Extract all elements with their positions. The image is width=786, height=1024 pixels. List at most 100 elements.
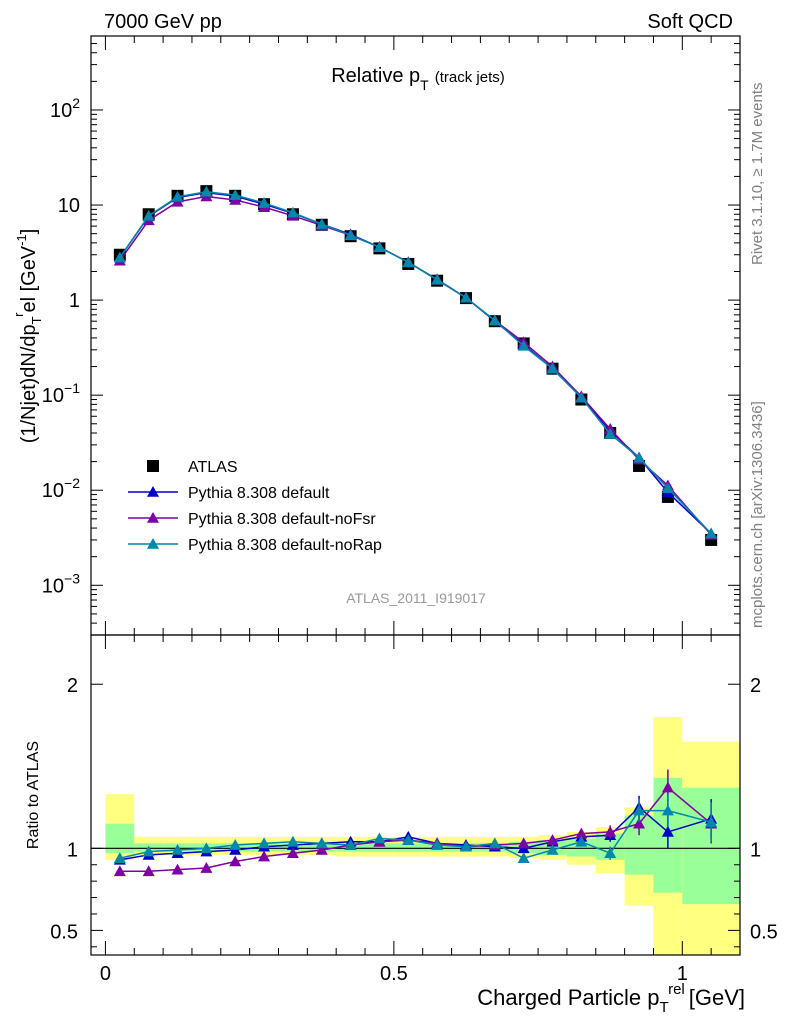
noRap-ratio-point <box>488 837 501 849</box>
main-y-tick-label: 1 <box>69 290 80 312</box>
main-y-ticks: 10−3 10−2 10−1 1 10 102 <box>42 35 740 636</box>
legend-label-atlas: ATLAS <box>188 459 238 476</box>
noRap-ratio-point <box>229 839 242 850</box>
noRap-point <box>142 209 155 221</box>
noFsr-ratio-point <box>575 827 588 839</box>
noFsr-ratio-point <box>142 865 155 877</box>
noRap-point <box>431 273 444 285</box>
ratio-y-tick-label-right: 2 <box>750 675 761 697</box>
legend-marker-default <box>147 486 159 497</box>
noFsr-ratio-point <box>171 863 184 875</box>
noRap-point <box>258 197 271 208</box>
noRap-ratio-point <box>315 837 328 849</box>
main-title-subscript: T <box>420 77 429 93</box>
noRap-ratio-point <box>546 843 559 855</box>
noRap-ratio-point <box>431 839 444 850</box>
noFsr-ratio-point <box>200 862 213 873</box>
noRap-point <box>488 314 501 326</box>
x-axis-label-sub: T <box>659 999 668 1016</box>
noRap-point <box>459 291 472 303</box>
noFsr-ratio-point <box>661 781 674 793</box>
noFsr-ratio-point <box>258 850 271 862</box>
noRap-point <box>344 229 357 241</box>
legend-label-noRap: Pythia 8.308 default-noRap <box>188 537 382 554</box>
legend-marker-noRap <box>147 538 159 549</box>
main-y-tick-label: 10 <box>58 195 80 217</box>
ratio-frame <box>90 634 741 956</box>
ratio-y-tick-label: 0.5 <box>50 921 78 943</box>
x-axis-label-sup: rel <box>668 981 685 998</box>
x-axis-label: Charged Particle pTrel [GeV] <box>477 981 745 1016</box>
main-x-ticks <box>104 36 741 635</box>
main-y-axis-label: (1/Njet)dN/dpTrel [GeV-1] <box>11 229 44 444</box>
ratio-y-tick-label: 2 <box>67 675 78 697</box>
noFsr-ratio-point <box>633 817 646 829</box>
noRap-point <box>604 428 617 439</box>
noFsr-ratio-point <box>229 855 242 867</box>
noRap-point <box>286 206 299 218</box>
x-tick-label: 0 <box>100 963 111 985</box>
legend-marker-noFsr <box>147 512 159 523</box>
noRap-point <box>633 451 646 463</box>
noRap-ratio-point <box>113 852 126 863</box>
noRap-point <box>373 241 386 253</box>
noRap-point <box>705 527 718 539</box>
x-tick-label: 1 <box>677 963 688 985</box>
noFsr-ratio-point <box>113 865 126 877</box>
mcplots-reference-label: mcplots.cern.ch [arXiv:1306.3436] <box>749 401 766 628</box>
main-series-group <box>113 185 718 546</box>
noRap-ratio-point <box>373 832 386 844</box>
noRap-ratio-point <box>633 804 646 816</box>
noRap-point <box>546 362 559 374</box>
noRap-ratio-point <box>344 839 357 850</box>
main-y-tick-label: 10−1 <box>42 380 80 407</box>
noRap-point <box>200 185 213 197</box>
noRap-point <box>113 251 126 263</box>
noRap-ratio-point <box>575 835 588 847</box>
default-ratio-point <box>661 825 674 837</box>
legend-marker-atlas <box>147 460 159 472</box>
noRap-point <box>315 218 328 229</box>
noRap-ratio-point <box>402 834 415 845</box>
noRap-line <box>119 190 712 535</box>
ratio-band-stat <box>393 843 423 852</box>
x-axis-label-main: Charged Particle p <box>477 985 659 1010</box>
legend-label-default: Pythia 8.308 default <box>188 485 330 502</box>
x-axis-label-tail: [GeV] <box>689 985 745 1010</box>
main-y-tick-label: 10−3 <box>42 570 80 597</box>
legend-label-noFsr: Pythia 8.308 default-noFsr <box>188 511 376 528</box>
ratio-y-tick-label-right: 0.5 <box>750 921 778 943</box>
noFsr-ratio-point <box>546 834 559 845</box>
rivet-version-label: Rivet 3.1.10, ≥ 1.7M events <box>749 83 766 266</box>
noRap-point <box>517 339 530 351</box>
ratio-y-axis-label: Ratio to ATLAS <box>25 741 42 849</box>
default-line <box>119 191 712 535</box>
ratio-y-tick-label-right: 1 <box>750 839 761 861</box>
noRap-ratio-point <box>661 804 674 816</box>
noRap-point <box>661 482 674 494</box>
ratio-x-ticks: 0 0.5 1 <box>100 635 741 985</box>
noFsr-ratio-point <box>604 825 617 837</box>
noRap-ratio-point <box>459 840 472 852</box>
main-title: Relative pT (track jets) <box>331 65 505 93</box>
main-y-tick-label: 10−2 <box>42 475 80 502</box>
noRap-ratio-point <box>286 835 299 847</box>
main-title-extra: (track jets) <box>435 69 505 86</box>
noRap-ratio-point <box>258 837 271 849</box>
noRap-point <box>575 391 588 403</box>
main-y-tick-label: 102 <box>50 95 80 122</box>
ratio-band-stat <box>566 838 596 857</box>
ratio-series-group <box>113 769 718 877</box>
ratio-y-tick-label: 1 <box>67 839 78 861</box>
noRap-point <box>402 256 415 268</box>
noFsr-ratio-point <box>315 843 328 855</box>
ratio-panel: Ratio to ATLAS 0.5 0.5 1 1 2 2 0 0.5 1 Charged … <box>25 634 778 1016</box>
noRap-ratio-point <box>517 852 530 863</box>
legend: ATLAS Pythia 8.308 default Pythia 8.308 de… <box>128 459 382 554</box>
noRap-point <box>171 190 184 202</box>
noRap-point <box>229 189 242 200</box>
ratio-band-stat <box>365 843 394 852</box>
noRap-ratio-point <box>171 843 184 855</box>
noFsr-ratio-point <box>286 847 299 859</box>
